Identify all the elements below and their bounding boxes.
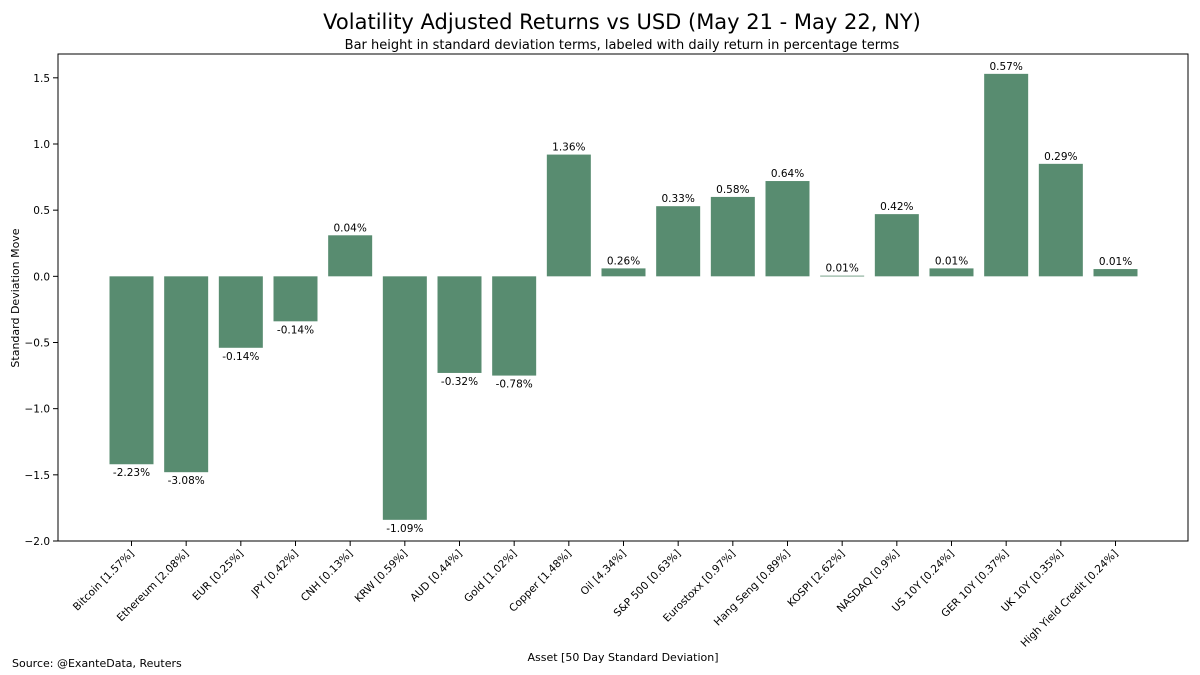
bar (765, 181, 810, 277)
y-tick-label: −2.0 (25, 536, 51, 548)
bar (328, 235, 373, 277)
data-label: 0.57% (989, 61, 1022, 73)
data-label: 0.26% (607, 255, 640, 267)
data-label: 0.58% (716, 184, 749, 196)
bar (984, 73, 1029, 277)
data-label: -2.23% (113, 467, 150, 479)
data-label: 0.29% (1044, 151, 1077, 163)
bar (382, 276, 427, 520)
bar (1038, 163, 1083, 277)
data-label: 0.01% (1099, 256, 1132, 268)
y-axis: −2.0 −1.5 −1.0 −0.5 0.0 0.5 1.0 1.5 (25, 73, 58, 548)
x-tick-label: CNH [0.13%] (299, 548, 356, 605)
bar (601, 268, 646, 277)
y-tick-label: 1.5 (33, 73, 50, 85)
data-label: 0.04% (333, 222, 366, 234)
x-axis-label: Asset [50 Day Standard Deviation] (527, 651, 718, 664)
bar (492, 276, 537, 376)
bar (874, 214, 919, 277)
data-label: -0.32% (441, 376, 478, 388)
y-tick-label: 0.5 (33, 205, 50, 217)
plot-frame (57, 53, 1189, 542)
x-tick-label: Oil [4.34%] (578, 548, 628, 598)
x-tick-label: EUR [0.25%] (190, 548, 246, 604)
y-tick-label: −1.0 (25, 404, 51, 416)
data-label: 0.33% (661, 193, 694, 205)
data-label: -0.14% (277, 324, 314, 336)
x-tick-label: JPY [0.42%] (249, 548, 301, 600)
data-label: 0.42% (880, 201, 913, 213)
data-label: 0.64% (771, 168, 804, 180)
y-axis-label: Standard Deviation Move (9, 228, 22, 367)
data-label: -1.09% (386, 523, 423, 535)
x-tick-label: KRW [0.59%] (353, 548, 410, 605)
y-tick-label: −0.5 (25, 337, 51, 349)
data-label: 0.01% (825, 263, 858, 275)
data-labels-layer: -2.23% -3.08% -0.14% -0.14% 0.04% -1.09% -0.32… (113, 61, 1132, 535)
x-axis: Bitcoin [1.57%]Ethereum [2.08%] EUR [0.25… (71, 541, 1121, 650)
bar (546, 154, 591, 277)
data-label: 1.36% (552, 142, 585, 154)
x-tick-label: KOSPI [2.62%] (785, 548, 847, 610)
bar (273, 276, 318, 322)
y-tick-label: 0.0 (33, 271, 50, 283)
x-tick-label: High Yield Credit [0.24%] (1019, 548, 1121, 650)
x-tick-label: Gold [1.02%] (462, 548, 519, 605)
bar (820, 275, 865, 277)
bar (109, 276, 154, 465)
data-label: -0.14% (222, 351, 259, 363)
source-note: Source: @ExanteData, Reuters (12, 657, 182, 670)
data-label: 0.01% (935, 255, 968, 267)
y-tick-label: 1.0 (33, 139, 50, 151)
bar (929, 268, 974, 277)
data-label: -3.08% (168, 475, 205, 487)
bar (437, 276, 482, 373)
bar (218, 276, 263, 348)
y-tick-label: −1.5 (25, 470, 51, 482)
data-label: -0.78% (496, 379, 533, 391)
bar (710, 196, 755, 277)
bar (164, 276, 209, 473)
x-tick-label: AUD [0.44%] (408, 548, 464, 604)
chart-subtitle: Bar height in standard deviation terms, … (345, 38, 900, 53)
bar (1093, 269, 1138, 277)
bar (656, 206, 701, 277)
bars-layer (109, 73, 1138, 520)
chart-title: Volatility Adjusted Returns vs USD (May … (323, 10, 921, 34)
